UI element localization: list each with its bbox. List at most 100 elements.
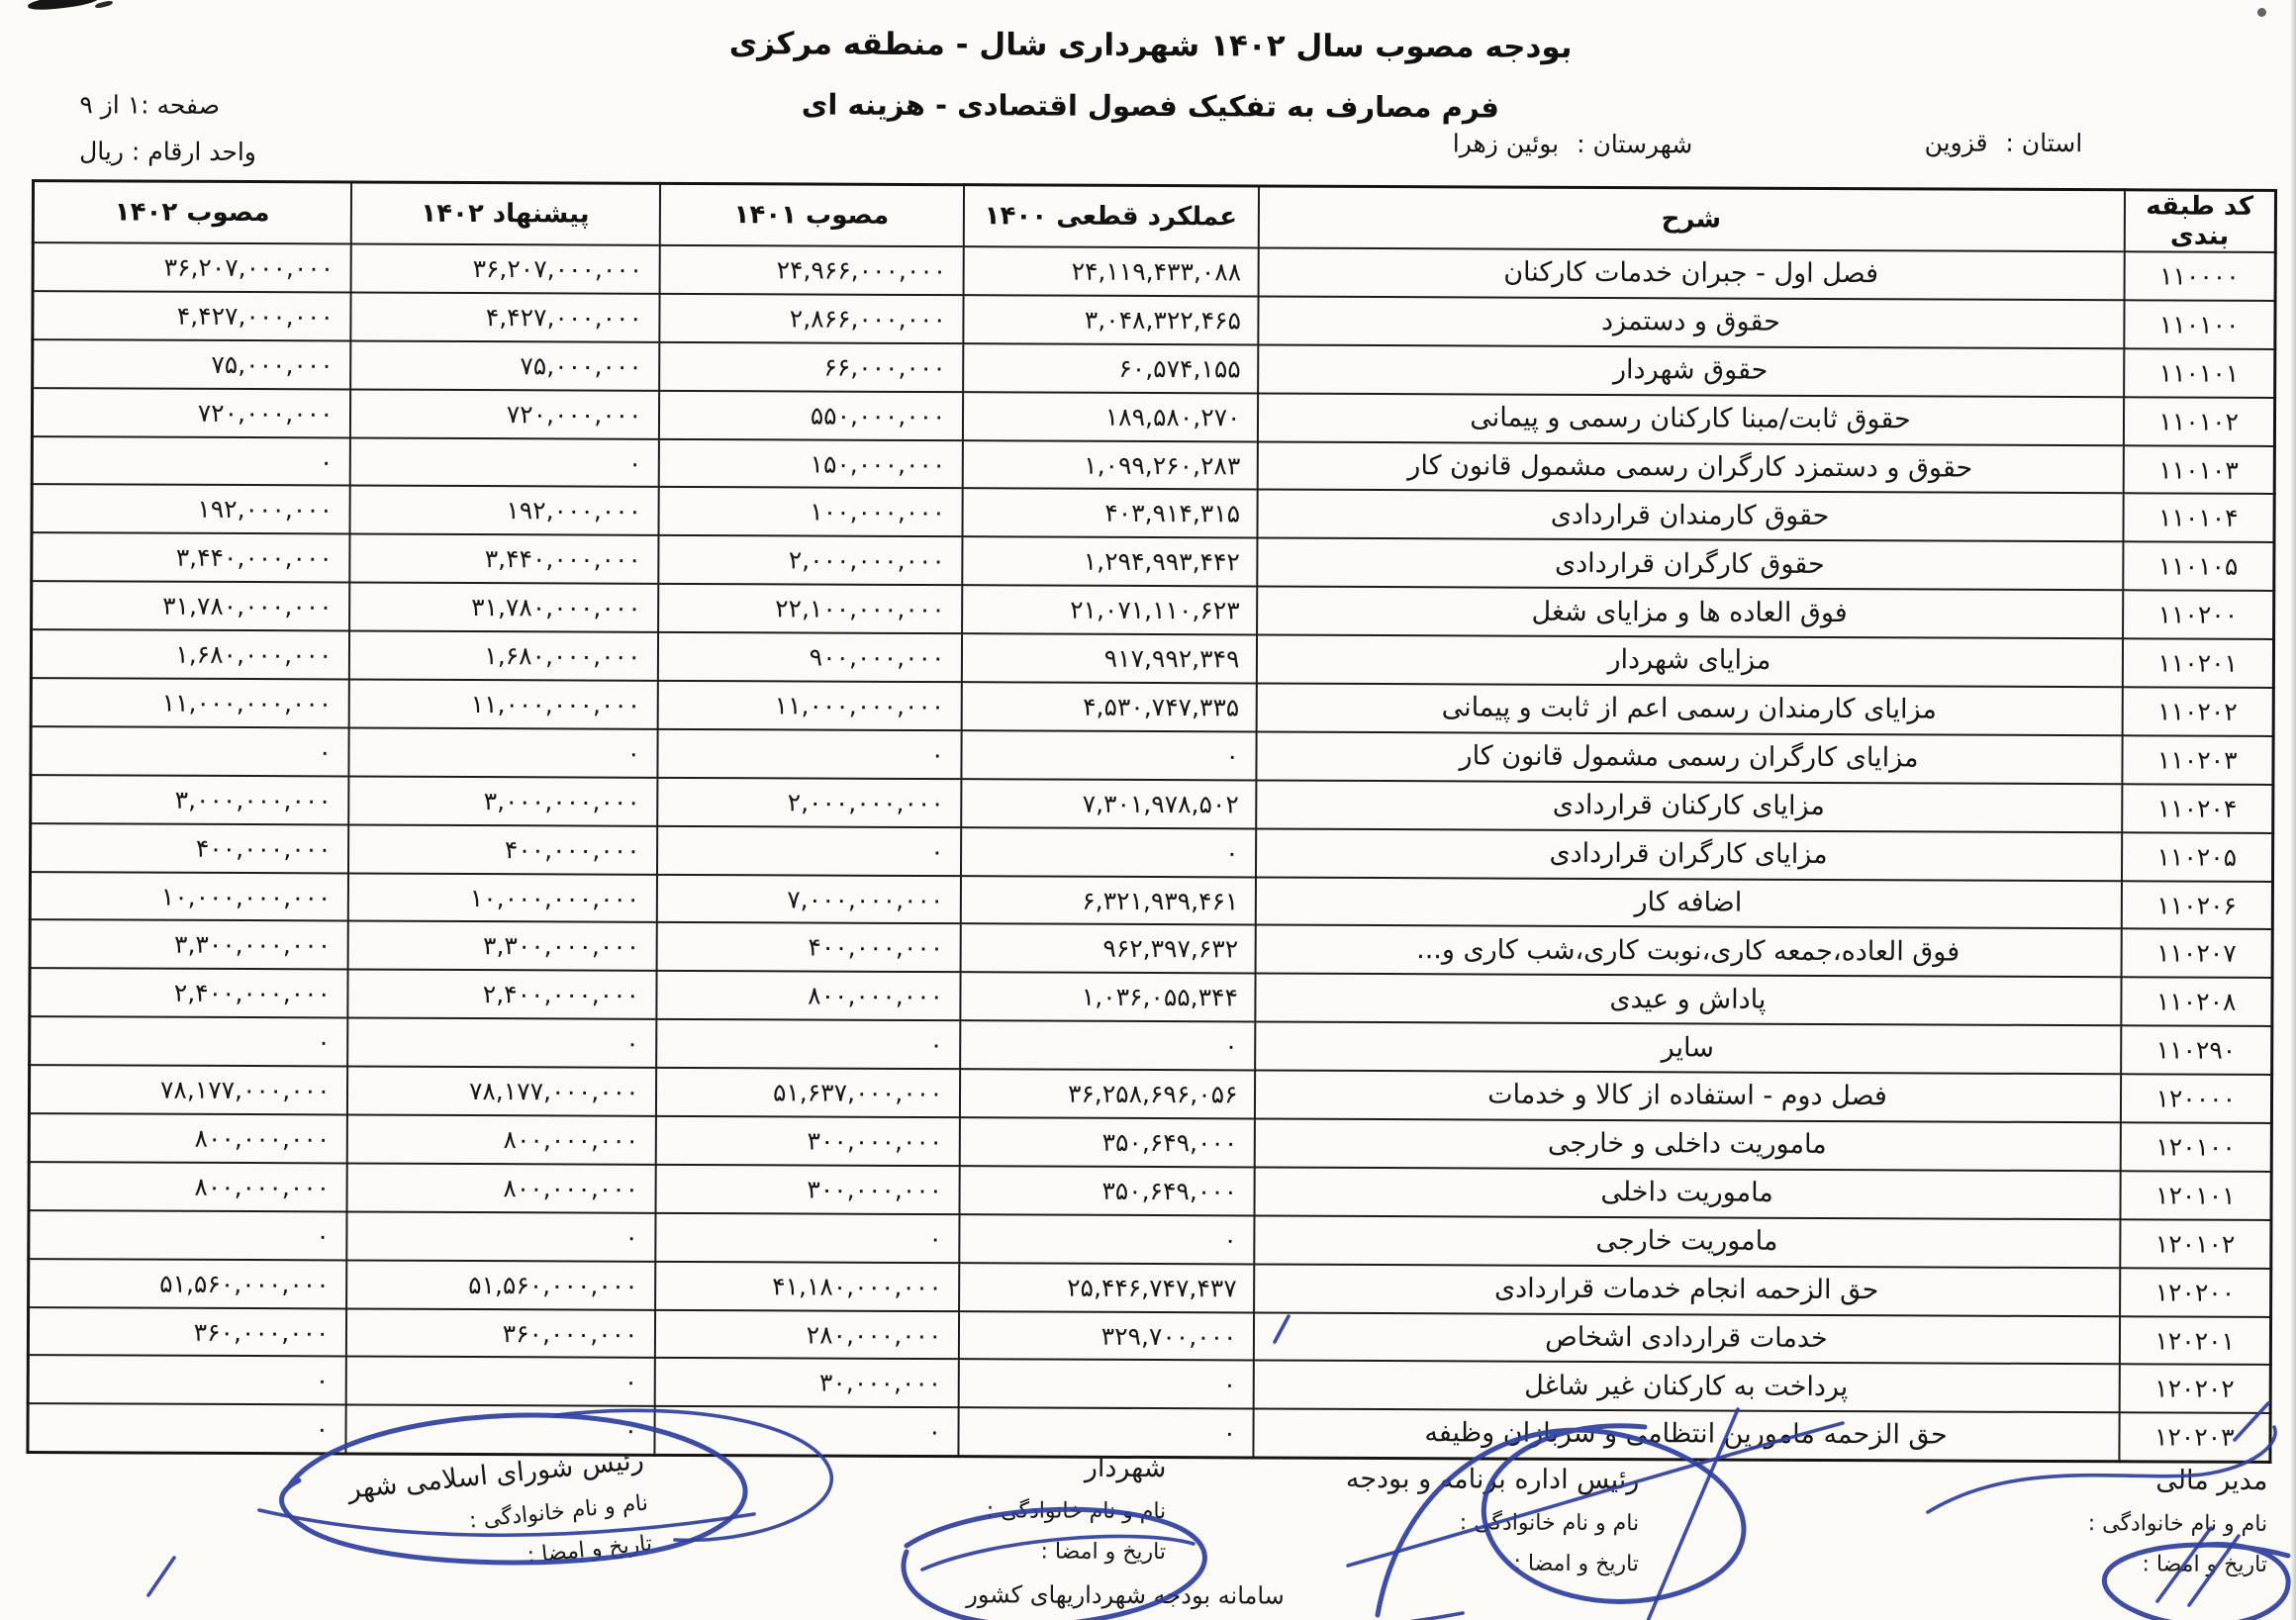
description-text: پرداخت به کارکنان غیر شاغل [1524, 1370, 1849, 1402]
cell-proposed-1402: ۳,۳۰۰,۰۰۰,۰۰۰ [347, 920, 657, 972]
cell-description: مزایای کارگران قراردادی [1255, 828, 2122, 881]
cell-approved-1402: ۰ [27, 1403, 346, 1454]
description-text: حقوق کارگران قراردادی [1554, 547, 1825, 580]
cell-code: ۱۲۰۲۰۳ [2118, 1412, 2271, 1463]
cell-description: خدمات قراردادی اشخاص [1253, 1312, 2120, 1365]
cell-description: پرداخت به کارکنان غیر شاغل [1253, 1360, 2120, 1413]
cell-performance-1400: ۰ [958, 1213, 1254, 1265]
cell-description: حقوق شهردار [1257, 344, 2124, 397]
cell-approved-1402: ۰ [29, 1016, 347, 1067]
cell-proposed-1402: ۴,۴۲۷,۰۰۰,۰۰۰ [349, 292, 660, 342]
cell-description: مزایای شهردار [1256, 634, 2123, 688]
cell-approved-1401: ۳۰۰,۰۰۰,۰۰۰ [655, 1164, 960, 1214]
cell-approved-1402: ۸۰۰,۰۰۰,۰۰۰ [29, 1161, 347, 1212]
cell-code: ۱۱۰۲۰۸ [2120, 977, 2273, 1027]
signature-name-label: نام و نام خانوادگی : [1459, 1510, 1640, 1537]
cell-approved-1402: ۰ [28, 1355, 346, 1405]
cell-approved-1401: ۲,۰۰۰,۰۰۰,۰۰۰ [656, 777, 961, 827]
cell-code: ۱۱۰۲۰۲ [2122, 687, 2274, 736]
cell-code: ۱۲۰۱۰۲ [2119, 1219, 2271, 1269]
document-title: بودجه مصوب سال ۱۴۰۲ شهرداری شال - منطقه … [728, 26, 1573, 65]
cell-performance-1400: ۹۶۲,۳۹۷,۶۳۲ [960, 923, 1256, 974]
cell-performance-1400: ۴,۵۳۰,۷۴۷,۳۳۵ [961, 682, 1257, 732]
cell-performance-1400: ۳,۰۴۸,۳۲۲,۴۶۵ [962, 295, 1259, 345]
cell-performance-1400: ۰ [958, 1359, 1254, 1409]
description-text: حقوق و دستمزد کارگران رسمی مشمول قانون ک… [1407, 450, 1973, 484]
cell-description: حقوق کارمندان قراردادی [1256, 489, 2124, 542]
col-header-performance-1400: عملکرد قطعی ۱۴۰۰ [963, 184, 1259, 248]
cell-approved-1402: ۳,۰۰۰,۰۰۰,۰۰۰ [30, 774, 348, 825]
province-value: قزوین [1924, 128, 1988, 157]
signature-block-council-chairman: رئیس شورای اسلامی شهر نام و نام خانوادگی… [346, 1445, 655, 1601]
cell-performance-1400: ۱۸۹,۵۸۰,۲۷۰ [962, 391, 1258, 442]
signature-role: شهردار [1084, 1452, 1167, 1484]
cell-description: پاداش و عیدی [1254, 973, 2122, 1026]
cell-approved-1401: ۰ [656, 825, 961, 876]
description-text: حق الزحمه انجام خدمات قراردادی [1493, 1273, 1879, 1306]
cell-performance-1400: ۴۰۳,۹۱۴,۳۱۵ [961, 488, 1258, 538]
cell-approved-1402: ۷۲۰,۰۰۰,۰۰۰ [32, 387, 350, 438]
description-text: سایر [1661, 1031, 1714, 1064]
cell-approved-1402: ۲,۴۰۰,۰۰۰,۰۰۰ [29, 968, 348, 1018]
cell-code: ۱۱۰۱۰۱ [2123, 348, 2275, 398]
cell-approved-1401: ۴۱,۱۸۰,۰۰۰,۰۰۰ [654, 1261, 959, 1311]
signature-block-budget-office-head: رئیس اداره برنامه و بودجه نام و نام خانو… [1345, 1464, 1640, 1592]
cell-description: مزایای کارکنان قراردادی [1255, 780, 2122, 832]
cell-approved-1402: ۳۱,۷۸۰,۰۰۰,۰۰۰ [31, 581, 349, 631]
cell-approved-1402: ۰ [30, 725, 349, 777]
cell-approved-1401: ۰ [653, 1406, 959, 1457]
cell-performance-1400: ۱,۲۹۴,۹۹۳,۴۴۲ [961, 536, 1257, 587]
description-text: حقوق کارمندان قراردادی [1550, 499, 1830, 531]
cell-approved-1401: ۶۶,۰۰۰,۰۰۰ [658, 341, 963, 392]
cell-code: ۱۱۰۲۰۶ [2121, 880, 2273, 930]
signature-block-mayor: شهردار نام و نام خانوادگی : تاریخ و امضا… [986, 1452, 1167, 1580]
cell-approved-1402: ۱۹۲,۰۰۰,۰۰۰ [31, 484, 350, 534]
cell-approved-1401: ۰ [655, 1019, 960, 1070]
cell-proposed-1402: ۷۸,۱۷۷,۰۰۰,۰۰۰ [346, 1066, 656, 1116]
cell-performance-1400: ۰ [960, 826, 1256, 878]
scan-dot-artifact [2257, 8, 2266, 17]
cell-proposed-1402: ۷۵,۰۰۰,۰۰۰ [349, 340, 659, 391]
cell-code: ۱۱۰۲۰۳ [2121, 735, 2274, 785]
cell-description: فصل اول - جبران خدمات کارکنان [1258, 247, 2125, 301]
cell-approved-1401: ۴۰۰,۰۰۰,۰۰۰ [656, 922, 961, 973]
cell-approved-1402: ۱۰,۰۰۰,۰۰۰,۰۰۰ [30, 871, 348, 921]
cell-performance-1400: ۰ [960, 730, 1257, 781]
cell-approved-1401: ۹۰۰,۰۰۰,۰۰۰ [657, 631, 962, 683]
description-text: اضافه کار [1634, 887, 1743, 918]
cell-approved-1401: ۲,۸۶۶,۰۰۰,۰۰۰ [658, 293, 964, 343]
cell-description: حقوق کارگران قراردادی [1256, 537, 2123, 591]
cell-description: فوق العاده ها و مزایای شغل [1256, 586, 2123, 639]
cell-description: ماموریت خارجی [1253, 1215, 2120, 1268]
cell-approved-1402: ۴,۴۲۷,۰۰۰,۰۰۰ [32, 290, 351, 341]
cell-code: ۱۲۰۲۰۱ [2119, 1315, 2271, 1366]
cell-approved-1402: ۳۶,۲۰۷,۰۰۰,۰۰۰ [33, 242, 351, 293]
cell-approved-1402: ۱۱,۰۰۰,۰۰۰,۰۰۰ [31, 678, 349, 728]
col-header-approved-1402: مصوب ۱۴۰۲ [33, 180, 351, 244]
cell-approved-1402: ۷۵,۰۰۰,۰۰۰ [32, 338, 350, 390]
cell-approved-1402: ۷۸,۱۷۷,۰۰۰,۰۰۰ [29, 1065, 347, 1115]
description-text: حق الزحمه مامورین انتظامی و سربازان وظیف… [1424, 1417, 1948, 1451]
cell-proposed-1402: ۰ [349, 437, 659, 488]
cell-proposed-1402: ۲,۴۰۰,۰۰۰,۰۰۰ [346, 969, 657, 1020]
cell-description: حقوق ثابت/مبنا کارکنان رسمی و پیمانی [1257, 393, 2124, 445]
cell-description: حقوق و دستمزد کارگران رسمی مشمول قانون ک… [1257, 441, 2124, 494]
cell-code: ۱۱۰۱۰۳ [2123, 444, 2275, 495]
cell-code: ۱۲۰۱۰۰ [2120, 1122, 2272, 1172]
budget-table-body: ۱۱۰۰۰۰ فصل اول - جبران خدمات کارکنان ۲۴,۱۱… [27, 242, 2276, 1463]
cell-description: مزایای کارمندان رسمی اعم از ثابت و پیمان… [1256, 683, 2123, 736]
signature-block-finance-manager: مدیر مالی نام و نام خانوادگی : تاریخ و ا… [2087, 1465, 2268, 1593]
cell-description: مزایای کارگران رسمی مشمول قانون کار [1255, 731, 2123, 785]
col-header-proposed-1402: پیشنهاد ۱۴۰۲ [350, 181, 660, 245]
col-header-code: کد طبقه بندی [2124, 189, 2276, 252]
county-value: بوئین زهرا [1452, 129, 1560, 158]
province-field: استان : قزوین [1925, 128, 2083, 157]
cell-description: حق الزحمه انجام خدمات قراردادی [1253, 1264, 2120, 1316]
cell-approved-1401: ۰ [654, 1212, 960, 1263]
cell-code: ۱۱۰۱۰۴ [2122, 493, 2275, 543]
cell-performance-1400: ۳۲۹,۷۰۰,۰۰۰ [958, 1310, 1254, 1361]
cell-description: اضافه کار [1255, 877, 2122, 929]
cell-code: ۱۲۰۲۰۲ [2119, 1364, 2271, 1414]
cell-approved-1401: ۵۱,۶۳۷,۰۰۰,۰۰۰ [655, 1067, 960, 1118]
